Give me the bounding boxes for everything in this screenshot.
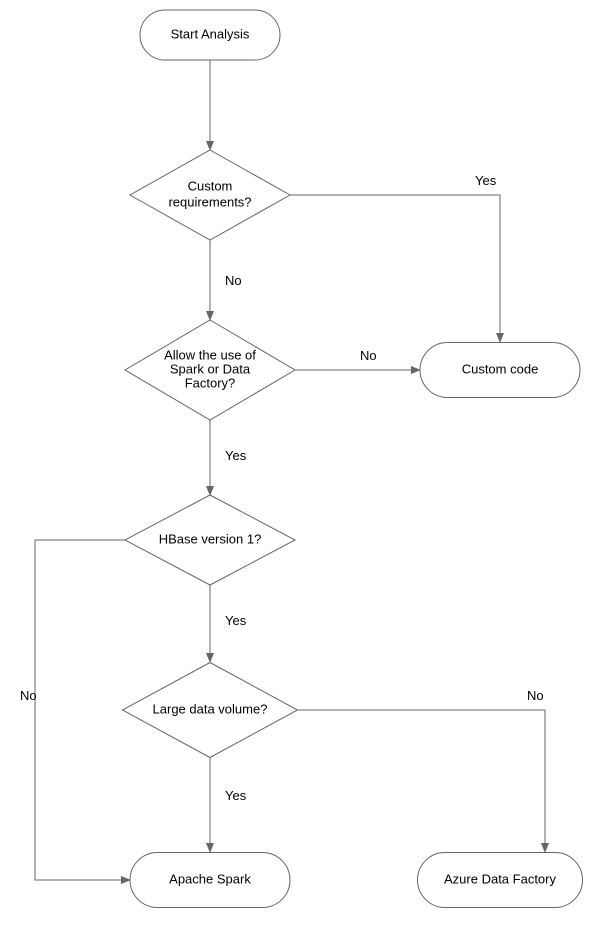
node-label: Allow the use of [164,347,256,362]
edge-label: Yes [475,173,497,188]
node-label: Start Analysis [171,26,250,41]
edge-label: No [225,273,242,288]
node-label: Custom code [462,361,539,376]
edge-label: No [360,348,377,363]
edge-label: No [20,688,37,703]
edge-label: Yes [225,788,247,803]
node-label: Custom [188,178,233,193]
edge [298,710,545,852]
node-label: HBase version 1? [159,531,262,546]
edge [35,540,130,880]
node-start: Start Analysis [140,10,280,60]
node-d3: HBase version 1? [125,495,295,585]
node-d2: Allow the use ofSpark or DataFactory? [125,320,295,420]
node-label: Apache Spark [169,871,251,886]
node-spark: Apache Spark [130,853,290,908]
node-adf: Azure Data Factory [418,853,583,908]
flowchart-canvas: Start Analysis Customrequirements? Allow t… [0,0,606,930]
node-label: Factory? [185,375,236,390]
node-label: Large data volume? [153,701,268,716]
edge-label: No [527,688,544,703]
node-custom: Custom code [420,343,580,398]
node-label: Azure Data Factory [444,871,556,886]
edge-label: Yes [225,448,247,463]
node-d1: Customrequirements? [130,150,290,240]
node-d4: Large data volume? [123,663,298,758]
edge [290,195,500,342]
node-label: requirements? [168,194,251,209]
edge-label: Yes [225,613,247,628]
node-label: Spark or Data [170,361,251,376]
